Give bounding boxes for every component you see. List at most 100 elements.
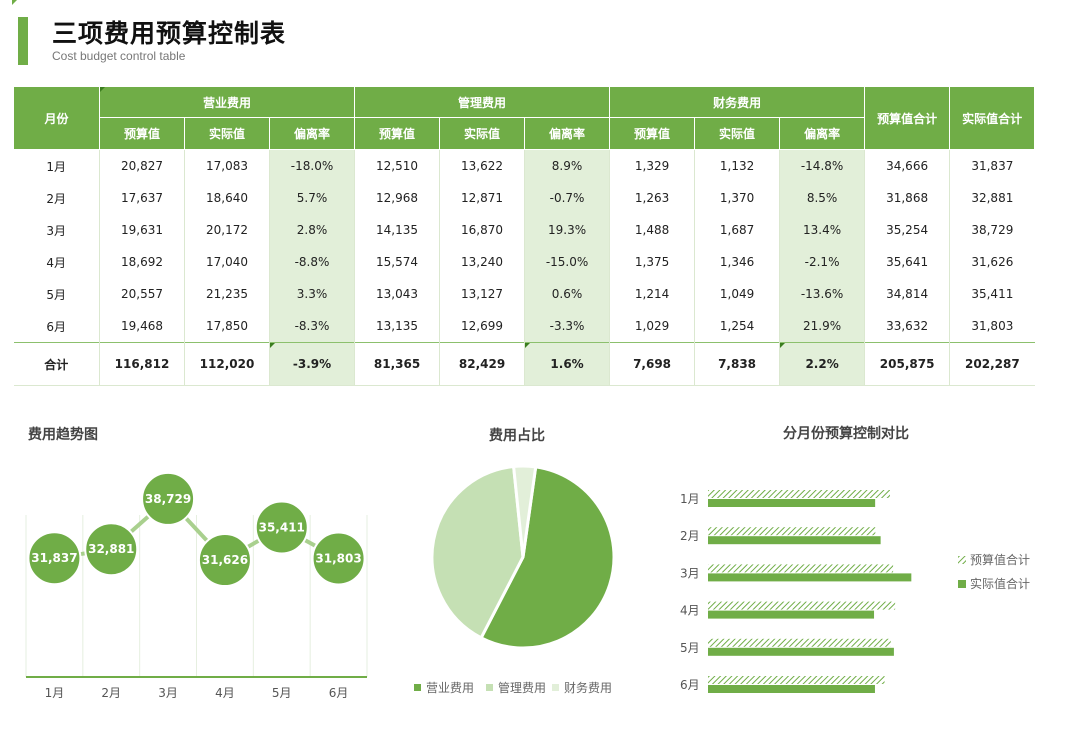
page-title: 三项费用预算控制表 bbox=[52, 14, 286, 50]
header-group-admin: 管理费用 bbox=[355, 87, 610, 118]
header-month: 月份 bbox=[14, 87, 100, 150]
bar-budget bbox=[708, 490, 890, 498]
trend-data-label: 31,803 bbox=[315, 551, 361, 565]
deviation-cell: 0.6% bbox=[525, 278, 610, 310]
bar-budget bbox=[708, 676, 885, 684]
budget-table: 月份 营业费用 管理费用 财务费用 预算值合计 实际值合计 预算值 实际值 偏离… bbox=[13, 86, 1035, 386]
deviation-cell: -2.1% bbox=[780, 246, 865, 278]
table-row: 1月 20,827 17,083 -18.0% 12,510 13,622 8.9% 1,32… bbox=[14, 150, 1035, 183]
value-cell: 21,235 bbox=[185, 278, 270, 310]
deviation-cell: 13.4% bbox=[780, 214, 865, 246]
trend-chart: 31,837 1月 32,881 2月 38,729 3月 31,626 4月 35,411 5月… bbox=[0, 455, 380, 715]
value-cell: 31,626 bbox=[950, 246, 1035, 278]
value-cell: 17,040 bbox=[185, 246, 270, 278]
header-budget: 预算值 bbox=[100, 118, 185, 150]
value-cell: 1,254 bbox=[695, 310, 780, 343]
bar-actual bbox=[708, 573, 911, 581]
value-cell: 13,240 bbox=[440, 246, 525, 278]
deviation-cell: -18.0% bbox=[270, 150, 355, 183]
month-cell: 2月 bbox=[14, 182, 100, 214]
value-cell: 33,632 bbox=[865, 310, 950, 343]
month-cell: 4月 bbox=[14, 246, 100, 278]
header-actual: 实际值 bbox=[185, 118, 270, 150]
total-value-cell: 7,838 bbox=[695, 343, 780, 386]
bar-y-tick: 4月 bbox=[680, 604, 700, 618]
total-value-cell: 112,020 bbox=[185, 343, 270, 386]
pie-chart-title: 费用占比 bbox=[489, 425, 545, 445]
table-row: 3月 19,631 20,172 2.8% 14,135 16,870 19.3% 1,488… bbox=[14, 214, 1035, 246]
value-cell: 17,637 bbox=[100, 182, 185, 214]
deviation-cell: -0.7% bbox=[525, 182, 610, 214]
bar-legend-label: 实际值合计 bbox=[970, 576, 1030, 591]
trend-data-label: 35,411 bbox=[259, 520, 305, 534]
total-value-cell: 202,287 bbox=[950, 343, 1035, 386]
month-cell: 6月 bbox=[14, 310, 100, 343]
bar-y-tick: 5月 bbox=[680, 641, 700, 655]
month-cell: 3月 bbox=[14, 214, 100, 246]
trend-chart-title: 费用趋势图 bbox=[28, 424, 98, 444]
header-deviation: 偏离率 bbox=[270, 118, 355, 150]
value-cell: 17,083 bbox=[185, 150, 270, 183]
value-cell: 31,837 bbox=[950, 150, 1035, 183]
value-cell: 13,135 bbox=[355, 310, 440, 343]
value-cell: 12,968 bbox=[355, 182, 440, 214]
header-deviation: 偏离率 bbox=[780, 118, 865, 150]
table-row: 4月 18,692 17,040 -8.8% 15,574 13,240 -15.0% 1,3… bbox=[14, 246, 1035, 278]
bar-budget bbox=[708, 527, 875, 535]
header-budget: 预算值 bbox=[355, 118, 440, 150]
value-cell: 35,411 bbox=[950, 278, 1035, 310]
total-value-cell: -3.9% bbox=[270, 343, 355, 386]
trend-data-label: 31,837 bbox=[31, 551, 77, 565]
value-cell: 20,557 bbox=[100, 278, 185, 310]
bar-y-tick: 2月 bbox=[680, 529, 700, 543]
bar-budget bbox=[708, 602, 895, 610]
deviation-cell: 21.9% bbox=[780, 310, 865, 343]
month-cell: 5月 bbox=[14, 278, 100, 310]
bar-legend-swatch-actual bbox=[958, 580, 966, 588]
deviation-cell: -13.6% bbox=[780, 278, 865, 310]
trend-x-tick: 6月 bbox=[329, 686, 349, 700]
bar-chart: 1月2月3月4月5月6月预算值合计实际值合计 bbox=[660, 470, 1070, 710]
value-cell: 20,172 bbox=[185, 214, 270, 246]
bar-legend-swatch-budget bbox=[958, 556, 966, 564]
header-actual: 实际值 bbox=[440, 118, 525, 150]
value-cell: 1,687 bbox=[695, 214, 780, 246]
pie-legend-swatch bbox=[414, 684, 421, 691]
bar-actual bbox=[708, 536, 881, 544]
pie-legend-swatch bbox=[552, 684, 559, 691]
total-value-cell: 81,365 bbox=[355, 343, 440, 386]
value-cell: 15,574 bbox=[355, 246, 440, 278]
value-cell: 16,870 bbox=[440, 214, 525, 246]
trend-data-label: 38,729 bbox=[145, 492, 191, 506]
value-cell: 1,263 bbox=[610, 182, 695, 214]
trend-x-tick: 4月 bbox=[215, 686, 235, 700]
total-value-cell: 1.6% bbox=[525, 343, 610, 386]
value-cell: 1,370 bbox=[695, 182, 780, 214]
value-cell: 35,641 bbox=[865, 246, 950, 278]
bar-actual bbox=[708, 611, 874, 619]
value-cell: 18,640 bbox=[185, 182, 270, 214]
pie-legend-label: 财务费用 bbox=[564, 680, 612, 695]
value-cell: 13,622 bbox=[440, 150, 525, 183]
deviation-cell: 8.9% bbox=[525, 150, 610, 183]
pie-legend-label: 管理费用 bbox=[498, 680, 546, 695]
value-cell: 32,881 bbox=[950, 182, 1035, 214]
value-cell: 17,850 bbox=[185, 310, 270, 343]
trend-data-label: 31,626 bbox=[202, 553, 248, 567]
value-cell: 12,699 bbox=[440, 310, 525, 343]
total-row: 合计 116,812 112,020 -3.9% 81,365 82,429 1.6% 7,6… bbox=[14, 343, 1035, 386]
header-group-operating: 营业费用 bbox=[100, 87, 355, 118]
bar-actual bbox=[708, 685, 875, 693]
value-cell: 34,814 bbox=[865, 278, 950, 310]
value-cell: 1,132 bbox=[695, 150, 780, 183]
pie-chart: 营业费用 管理费用 财务费用 bbox=[400, 455, 650, 705]
bar-budget bbox=[708, 639, 891, 647]
bar-chart-title: 分月份预算控制对比 bbox=[783, 423, 909, 443]
value-cell: 31,868 bbox=[865, 182, 950, 214]
deviation-cell: -15.0% bbox=[525, 246, 610, 278]
total-value-cell: 116,812 bbox=[100, 343, 185, 386]
value-cell: 38,729 bbox=[950, 214, 1035, 246]
value-cell: 12,871 bbox=[440, 182, 525, 214]
total-value-cell: 2.2% bbox=[780, 343, 865, 386]
pie-legend-label: 营业费用 bbox=[426, 681, 474, 695]
